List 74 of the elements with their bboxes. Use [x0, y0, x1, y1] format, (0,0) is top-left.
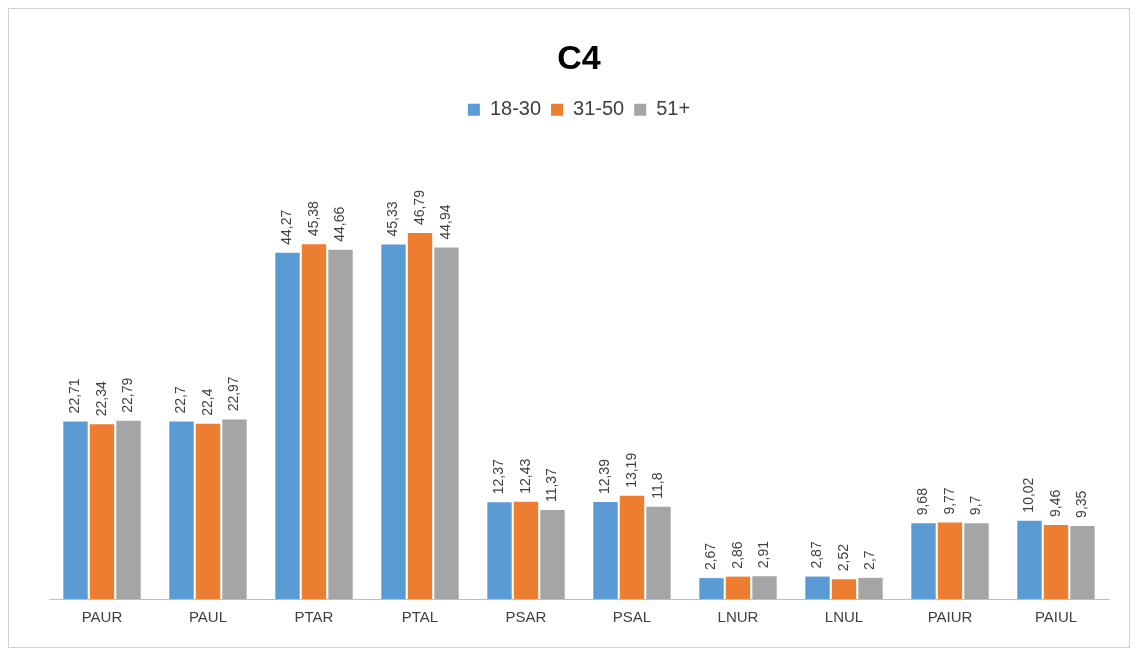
data-label: 9,77	[940, 487, 957, 515]
legend-label: 31-50	[573, 97, 625, 120]
data-label: 9,46	[1046, 489, 1063, 518]
legend-label: 18-30	[489, 97, 542, 120]
bar	[858, 577, 883, 599]
data-label: 12,39	[596, 458, 613, 495]
bar	[487, 502, 512, 599]
data-label: 22,4	[198, 388, 215, 416]
bar	[328, 249, 353, 599]
data-label: 44,66	[331, 206, 348, 242]
data-label: 10,02	[1020, 477, 1037, 513]
bar	[63, 421, 88, 599]
data-label: 22,7	[172, 386, 189, 414]
bar	[593, 502, 618, 599]
data-label: 45,33	[384, 201, 401, 237]
bar	[434, 247, 459, 599]
data-label: 2,91	[755, 540, 772, 569]
bar	[752, 576, 777, 599]
bar	[301, 244, 327, 599]
bar	[116, 420, 141, 599]
data-label: 22,97	[225, 376, 242, 412]
bar	[381, 244, 406, 599]
data-label: 11,37	[543, 467, 560, 503]
x-tick-label: PSAR	[505, 608, 547, 626]
bar	[646, 506, 671, 599]
x-tick-label: PAIUR	[927, 608, 973, 626]
chart-title: C4	[557, 37, 601, 76]
bar	[407, 233, 433, 599]
data-label: 22,71	[66, 378, 83, 414]
bar	[937, 522, 963, 599]
bar	[964, 523, 989, 599]
legend-label: 51+	[656, 97, 691, 120]
bar	[831, 579, 857, 599]
bar	[1043, 525, 1069, 599]
data-label: 2,87	[808, 541, 825, 569]
bar	[89, 424, 115, 599]
data-label: 13,19	[622, 452, 639, 488]
x-tick-label: LNUR	[717, 608, 759, 626]
bar	[1017, 520, 1042, 599]
x-tick-label: LNUL	[824, 608, 864, 626]
bar	[222, 419, 247, 599]
data-label: 2,86	[728, 541, 745, 569]
data-label: 9,68	[914, 487, 931, 516]
bar	[540, 510, 565, 599]
data-label: 2,67	[702, 542, 719, 571]
bar	[805, 576, 830, 599]
data-label: 11,8	[649, 472, 666, 499]
data-label: 22,79	[119, 377, 136, 413]
bar	[911, 523, 936, 599]
bar	[725, 576, 751, 599]
bar	[1070, 525, 1095, 599]
x-tick-label: PAUR	[81, 608, 123, 626]
data-label: 2,52	[834, 543, 851, 572]
bar	[513, 501, 539, 599]
x-tick-label: PAUL	[188, 608, 228, 626]
data-label: 12,37	[490, 459, 507, 495]
bar	[275, 252, 300, 599]
data-label: 9,35	[1073, 490, 1090, 518]
data-label: 12,43	[516, 458, 533, 494]
x-tick-label: PTAL	[401, 608, 439, 626]
bar	[699, 578, 724, 599]
x-tick-label: PAIUL	[1034, 608, 1078, 626]
data-label: 44,94	[437, 204, 454, 240]
data-label: 9,7	[967, 495, 984, 516]
x-tick-label: PTAR	[294, 608, 334, 626]
data-label: 22,34	[92, 381, 109, 417]
data-label: 46,79	[410, 189, 427, 226]
data-label: 44,27	[278, 209, 295, 245]
bar	[169, 421, 194, 599]
data-label: 45,38	[304, 200, 321, 237]
bar	[195, 423, 221, 599]
x-tick-label: PSAL	[612, 608, 652, 626]
data-label: 2,7	[861, 550, 878, 570]
bar	[619, 495, 645, 599]
